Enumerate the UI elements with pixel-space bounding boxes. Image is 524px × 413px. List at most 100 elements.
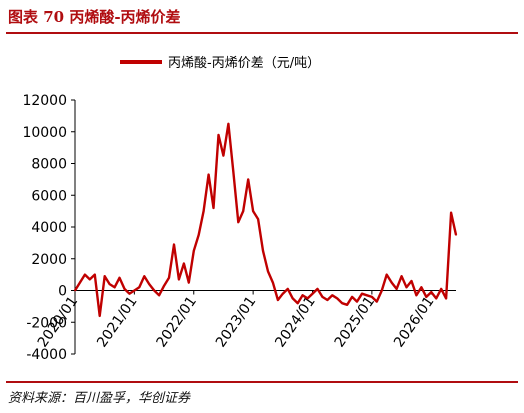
data-point [272, 281, 274, 284]
source-note: 资料来源：百川盈孚，华创证券 [8, 391, 191, 406]
data-point [277, 299, 279, 301]
data-point [380, 289, 383, 292]
data-point [202, 210, 205, 213]
data-point [163, 284, 166, 287]
data-point [148, 283, 151, 285]
data-point [217, 134, 220, 136]
y-tick-label: 2000 [31, 252, 67, 268]
data-point [237, 221, 240, 224]
y-tick-label: 4000 [31, 220, 67, 236]
data-point [197, 234, 200, 236]
data-point [336, 297, 339, 300]
data-point [168, 276, 170, 279]
data-point [450, 211, 452, 214]
data-point [138, 286, 141, 289]
data-point [296, 302, 299, 305]
data-point [108, 283, 111, 285]
data-point [118, 276, 121, 279]
data-point [321, 296, 324, 298]
data-point [326, 299, 329, 301]
data-point [242, 210, 245, 213]
data-point [311, 292, 314, 295]
x-tick-label: 2026/01 [391, 294, 437, 351]
data-point [222, 154, 225, 157]
data-point [366, 294, 368, 297]
data-point [430, 291, 433, 293]
y-axis: -4000 -2000 0 2000 4000 6000 8000 10000 12000 [22, 93, 76, 363]
y-tick-label: 10000 [22, 125, 67, 141]
data-point [341, 302, 344, 305]
data-point [79, 281, 81, 284]
data-point [173, 243, 175, 246]
figure-title: 图表 70 丙烯酸-丙烯价差 [8, 8, 181, 26]
data-point [153, 289, 156, 292]
data-point [405, 286, 408, 289]
data-point [133, 289, 136, 292]
data-point [207, 173, 210, 176]
data-point [291, 297, 294, 300]
title-rule [6, 32, 518, 34]
data-point [346, 303, 348, 306]
data-point [252, 210, 255, 213]
data-point [455, 234, 457, 236]
data-point [247, 178, 250, 181]
data-point [400, 275, 403, 278]
y-tick-label: -2000 [26, 315, 67, 331]
data-point [356, 300, 358, 303]
x-tick-label: 2023/01 [213, 294, 259, 351]
y-tick-label: 6000 [31, 188, 67, 204]
data-point [227, 122, 230, 125]
data-point [187, 281, 190, 284]
data-point [385, 273, 388, 276]
data-point [267, 270, 269, 273]
data-point [331, 294, 334, 297]
data-point [113, 286, 116, 289]
data-point [192, 249, 195, 252]
data-point [410, 280, 413, 282]
data-point [351, 296, 353, 298]
x-tick-label: 2022/01 [154, 294, 200, 351]
data-point [212, 207, 215, 209]
data-point [316, 288, 319, 290]
data-point [425, 296, 428, 298]
data-point [74, 289, 76, 292]
data-point [103, 275, 106, 278]
data-point [301, 294, 304, 297]
data-point [158, 294, 161, 297]
data-point [281, 292, 284, 295]
y-tick-label: 8000 [31, 157, 67, 173]
source-rule [6, 381, 518, 383]
data-point [183, 262, 185, 265]
plot-area [73, 122, 458, 318]
data-point [93, 273, 96, 276]
data-point [232, 170, 235, 173]
data-point [435, 297, 438, 300]
data-point [420, 286, 423, 289]
data-point [375, 300, 378, 303]
series-line [73, 122, 458, 318]
y-tick-label: 0 [58, 284, 67, 300]
legend: 丙烯酸-丙烯价差（元/吨） [120, 56, 320, 71]
data-point [361, 292, 363, 295]
data-point [128, 292, 131, 295]
y-tick-label: -4000 [26, 347, 67, 363]
x-tick-label: 2025/01 [332, 294, 378, 351]
data-point [143, 275, 146, 278]
data-point [262, 249, 264, 252]
data-point [306, 297, 309, 300]
data-point [84, 273, 86, 276]
data-point [98, 315, 101, 317]
data-point [178, 278, 180, 281]
data-point [445, 297, 447, 300]
data-point [440, 288, 443, 290]
data-point [88, 278, 91, 281]
data-point [286, 288, 289, 290]
data-point [123, 288, 126, 290]
legend-label: 丙烯酸-丙烯价差（元/吨） [168, 56, 320, 71]
y-tick-label: 12000 [22, 93, 67, 109]
data-point [415, 294, 418, 297]
data-point [395, 288, 398, 290]
data-point [371, 296, 373, 298]
data-point [257, 218, 259, 221]
